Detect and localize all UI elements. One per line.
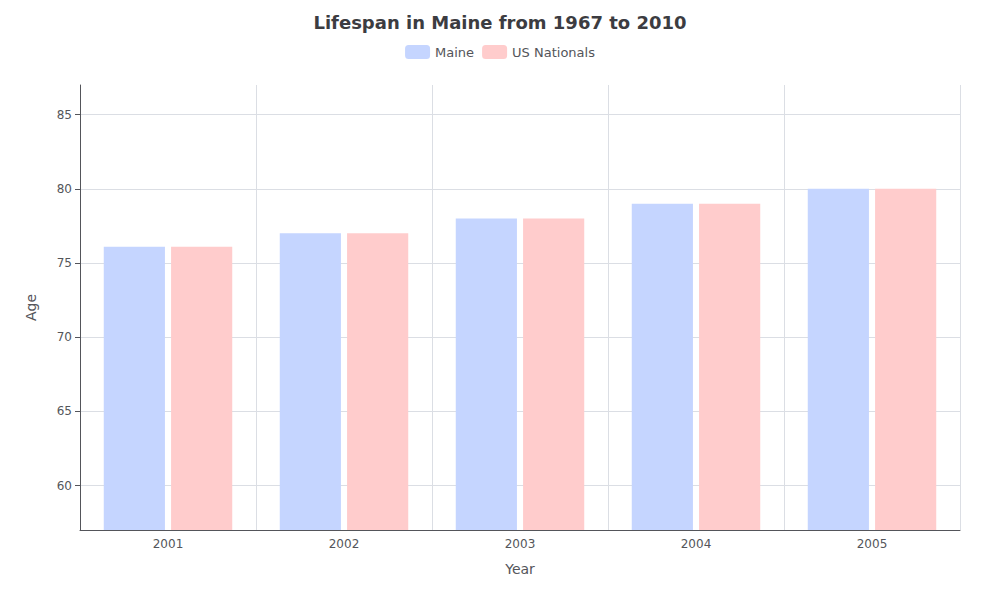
svg-text:2005: 2005 [857, 537, 888, 551]
svg-text:75: 75 [57, 256, 72, 270]
svg-text:85: 85 [57, 108, 72, 122]
svg-text:65: 65 [57, 404, 72, 418]
svg-text:Lifespan in Maine from 1967 to: Lifespan in Maine from 1967 to 2010 [313, 12, 686, 33]
svg-text:US Nationals: US Nationals [512, 45, 595, 60]
svg-text:2003: 2003 [505, 537, 536, 551]
svg-text:60: 60 [57, 479, 72, 493]
svg-text:2001: 2001 [153, 537, 184, 551]
svg-text:2002: 2002 [329, 537, 360, 551]
svg-text:80: 80 [57, 182, 72, 196]
svg-text:2004: 2004 [681, 537, 712, 551]
svg-text:Year: Year [504, 561, 535, 577]
svg-text:70: 70 [57, 330, 72, 344]
svg-text:Age: Age [23, 294, 39, 321]
svg-text:Maine: Maine [435, 45, 474, 60]
